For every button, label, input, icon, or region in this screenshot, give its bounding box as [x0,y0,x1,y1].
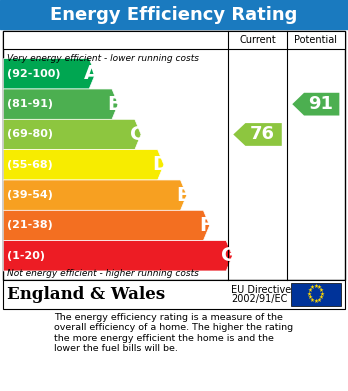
Text: (21-38): (21-38) [7,221,53,230]
Text: ★: ★ [313,284,318,289]
Text: EU Directive: EU Directive [231,285,292,295]
Text: ★: ★ [310,298,315,303]
Bar [3,280,345,309]
Text: ★: ★ [317,298,322,303]
Text: (39-54): (39-54) [7,190,53,200]
Text: ★: ★ [319,296,324,300]
Text: F: F [199,216,213,235]
Text: ★: ★ [317,285,322,291]
Polygon shape [3,89,118,119]
Text: (92-100): (92-100) [7,69,61,79]
Polygon shape [3,59,95,89]
Bar [291,283,341,306]
Text: Energy Efficiency Rating: Energy Efficiency Rating [50,5,298,24]
Text: England & Wales: England & Wales [7,286,165,303]
Bar [3,31,345,280]
Text: Potential: Potential [294,35,337,45]
Polygon shape [233,123,282,146]
Text: (55-68): (55-68) [7,160,53,170]
Text: ★: ★ [319,288,324,293]
Text: The energy efficiency rating is a measure of the
overall efficiency of a home. T: The energy efficiency rating is a measur… [54,313,294,353]
Text: 76: 76 [250,126,275,143]
Text: A: A [84,64,99,83]
Text: ★: ★ [307,292,312,297]
Text: 91: 91 [308,95,333,113]
Text: B: B [107,95,122,114]
Text: E: E [176,186,190,204]
Polygon shape [3,240,232,271]
Text: Current: Current [239,35,276,45]
Text: ★: ★ [313,299,318,304]
Text: Very energy efficient - lower running costs: Very energy efficient - lower running co… [7,54,199,63]
Polygon shape [292,93,339,115]
Text: (1-20): (1-20) [7,251,45,261]
Bar [0,0,348,29]
Text: (81-91): (81-91) [7,99,53,109]
Text: ★: ★ [310,285,315,291]
Text: G: G [221,246,237,265]
Text: C: C [130,125,144,144]
Polygon shape [3,180,187,210]
Text: Not energy efficient - higher running costs: Not energy efficient - higher running co… [7,269,199,278]
Polygon shape [3,210,209,240]
Polygon shape [3,119,141,150]
Text: D: D [152,155,168,174]
Text: (69-80): (69-80) [7,129,53,140]
Text: 2002/91/EC: 2002/91/EC [231,294,288,304]
Text: ★: ★ [320,292,325,297]
Text: ★: ★ [308,296,313,300]
Polygon shape [3,150,164,180]
Text: ★: ★ [308,288,313,293]
Bar [3,31,345,49]
